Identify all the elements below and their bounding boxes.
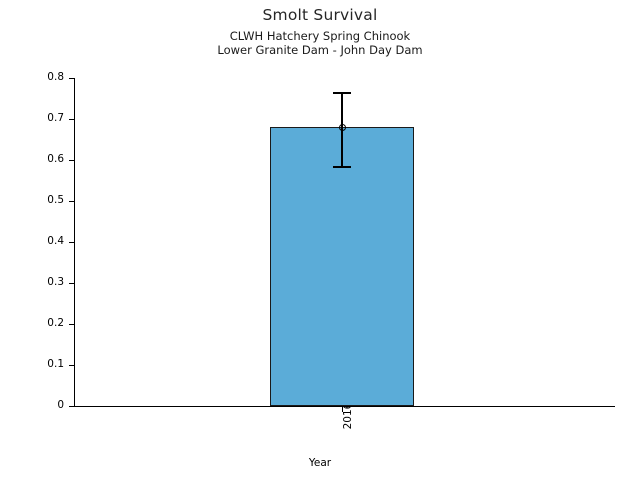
y-tick-label: 0.5 [47,194,64,206]
y-tick-label: 0.6 [47,153,64,165]
chart-subtitle-line-1: CLWH Hatchery Spring Chinook [229,28,411,43]
y-tick-label: 0.2 [47,317,64,329]
x-axis-spine [74,406,615,407]
y-tick-mark [69,406,74,407]
plot-area: 0 0.1 0.2 0.3 0.4 0.5 0.6 0.7 0.8 2016 [47,71,615,429]
y-tick-mark [69,160,74,161]
y-tick-label: 0.8 [47,71,64,83]
bar [270,127,414,406]
y-axis-spine [74,78,75,407]
x-axis-title: Year [308,457,332,469]
y-tick-label: 0.4 [47,235,64,247]
y-tick-mark [69,324,74,325]
y-tick-mark [69,365,74,366]
title-block: Smolt Survival CLWH Hatchery Spring Chin… [0,6,640,57]
y-tick-mark [69,78,74,79]
chart-subtitle-line-2: Lower Granite Dam - John Day Dam [217,43,423,57]
error-bar-cap-bottom [333,166,351,168]
y-tick-label: 0.3 [47,276,64,288]
y-tick-mark [69,283,74,284]
y-tick-mark [69,119,74,120]
y-tick-mark [69,201,74,202]
y-tick-mark [69,242,74,243]
y-tick-label: 0.1 [47,358,64,370]
page-title: Smolt Survival [262,6,378,24]
error-bar-cap-top [333,92,351,94]
y-tick-label: 0 [57,399,64,411]
data-point-marker [338,123,346,131]
x-tick-mark [342,407,343,412]
y-tick-label: 0.7 [47,112,64,124]
y-axis-title: PIT-Tag Survival [4,0,24,20]
